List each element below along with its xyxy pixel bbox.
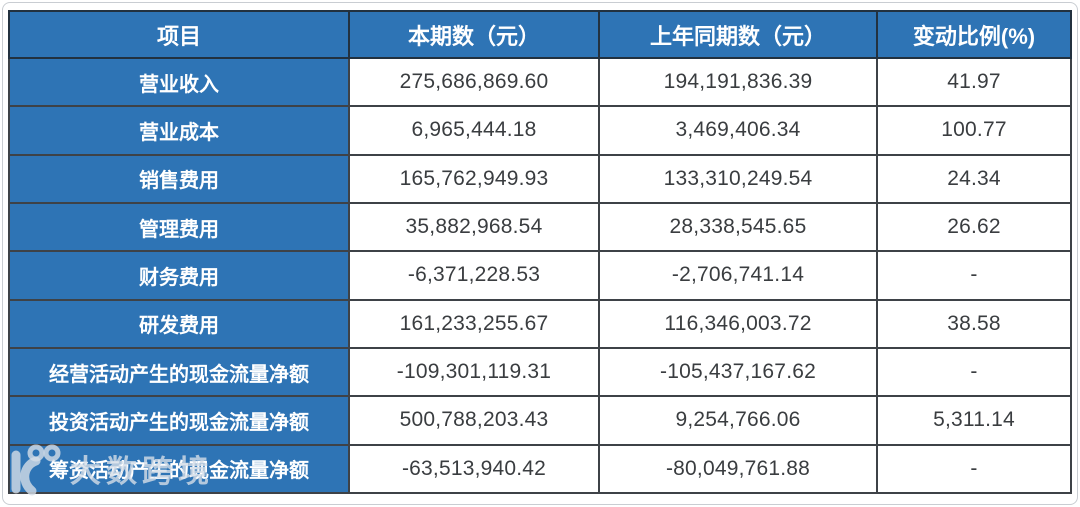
- row-prior-value: 9,254,766.06: [598, 395, 878, 446]
- row-change-percent: 41.97: [876, 56, 1072, 108]
- row-change-percent: 24.34: [876, 153, 1072, 204]
- row-prior-value: 133,310,249.54: [598, 153, 878, 204]
- row-change-percent: 26.62: [876, 201, 1072, 253]
- row-change-percent: 100.77: [876, 105, 1072, 156]
- table-row: 营业收入 275,686,869.60 194,191,836.39 41.97: [8, 56, 1072, 108]
- row-change-percent: 5,311.14: [876, 395, 1072, 446]
- column-header-prior: 上年同期数（元）: [598, 10, 878, 59]
- row-change-percent: -: [876, 346, 1072, 398]
- column-header-current: 本期数（元）: [348, 10, 600, 59]
- column-header-item: 项目: [8, 10, 350, 59]
- row-current-value: -63,513,940.42: [348, 443, 600, 495]
- table-row: 研发费用 161,233,255.67 116,346,003.72 38.58: [8, 298, 1072, 349]
- financial-results-table: 项目 本期数（元） 上年同期数（元） 变动比例(%) 营业收入 275,686,…: [8, 10, 1072, 495]
- table-header: 项目 本期数（元） 上年同期数（元） 变动比例(%): [8, 10, 1072, 59]
- table-row: 管理费用 35,882,968.54 28,338,545.65 26.62: [8, 201, 1072, 253]
- row-item-label: 销售费用: [8, 153, 350, 204]
- row-item-label: 营业收入: [8, 56, 350, 108]
- row-prior-value: -105,437,167.62: [598, 346, 878, 398]
- row-item-label: 投资活动产生的现金流量净额: [8, 395, 350, 446]
- row-current-value: 161,233,255.67: [348, 298, 600, 349]
- table-row: 营业成本 6,965,444.18 3,469,406.34 100.77: [8, 105, 1072, 156]
- row-current-value: -6,371,228.53: [348, 250, 600, 301]
- table-body: 营业收入 275,686,869.60 194,191,836.39 41.97…: [8, 56, 1072, 495]
- row-current-value: 165,762,949.93: [348, 153, 600, 204]
- row-item-label: 财务费用: [8, 250, 350, 301]
- row-prior-value: 28,338,545.65: [598, 201, 878, 253]
- column-header-change: 变动比例(%): [876, 10, 1072, 59]
- row-current-value: 6,965,444.18: [348, 105, 600, 156]
- row-item-label: 研发费用: [8, 298, 350, 349]
- row-current-value: 35,882,968.54: [348, 201, 600, 253]
- row-item-label: 经营活动产生的现金流量净额: [8, 346, 350, 398]
- table-row: 销售费用 165,762,949.93 133,310,249.54 24.34: [8, 153, 1072, 204]
- table-row: 投资活动产生的现金流量净额 500,788,203.43 9,254,766.0…: [8, 395, 1072, 446]
- row-item-label: 营业成本: [8, 105, 350, 156]
- row-item-label: 筹资活动产生的现金流量净额: [8, 443, 350, 495]
- row-prior-value: -80,049,761.88: [598, 443, 878, 495]
- row-current-value: 275,686,869.60: [348, 56, 600, 108]
- table-row: 财务费用 -6,371,228.53 -2,706,741.14 -: [8, 250, 1072, 301]
- row-current-value: 500,788,203.43: [348, 395, 600, 446]
- row-change-percent: -: [876, 443, 1072, 495]
- row-prior-value: 3,469,406.34: [598, 105, 878, 156]
- row-change-percent: 38.58: [876, 298, 1072, 349]
- row-item-label: 管理费用: [8, 201, 350, 253]
- row-change-percent: -: [876, 250, 1072, 301]
- table-row: 经营活动产生的现金流量净额 -109,301,119.31 -105,437,1…: [8, 346, 1072, 398]
- row-prior-value: -2,706,741.14: [598, 250, 878, 301]
- header-row: 项目 本期数（元） 上年同期数（元） 变动比例(%): [8, 10, 1072, 59]
- row-current-value: -109,301,119.31: [348, 346, 600, 398]
- row-prior-value: 116,346,003.72: [598, 298, 878, 349]
- row-prior-value: 194,191,836.39: [598, 56, 878, 108]
- table-row: 筹资活动产生的现金流量净额 -63,513,940.42 -80,049,761…: [8, 443, 1072, 495]
